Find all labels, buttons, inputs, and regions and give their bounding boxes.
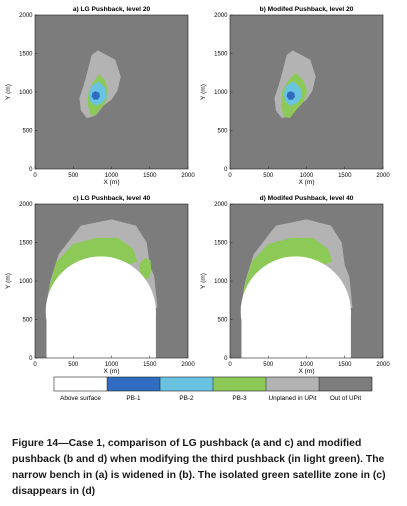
above-surface-circle <box>45 256 156 358</box>
x-tick-label: 1000 <box>105 362 119 368</box>
x-tick-label: 0 <box>33 362 37 368</box>
y-tick-label: 500 <box>22 318 33 324</box>
pb1-region <box>286 91 295 100</box>
legend-label: Above surface <box>60 395 101 402</box>
panel-b: b) Modifed Pushback, level 20 0 500 1000 150… <box>200 6 390 186</box>
y-tick-label: 1500 <box>19 241 33 247</box>
x-tick-label: 500 <box>263 362 274 368</box>
y-tick-label: 1500 <box>214 52 228 58</box>
y-axis-label: Y (m) <box>200 273 207 289</box>
x-tick-label: 2000 <box>376 173 390 179</box>
x-axis-label: X (m) <box>103 368 119 375</box>
x-tick-label: 2000 <box>181 173 195 179</box>
x-tick-label: 1500 <box>338 362 352 368</box>
legend-swatch <box>54 377 107 391</box>
y-tick-label: 1500 <box>214 241 228 247</box>
legend-colorbar: Above surface PB-1 PB-2 PB-3 Unplaned in UPi… <box>53 376 373 402</box>
y-axis-label: Y (m) <box>200 84 207 100</box>
pb3-satellite-zone <box>139 257 152 280</box>
y-tick-label: 0 <box>29 167 33 173</box>
x-tick-label: 1000 <box>105 173 119 179</box>
figure-panels: a) LG Pushback, level 20 0 500 1000 1500 2000… <box>5 6 390 402</box>
y-tick-label: 1000 <box>214 90 228 96</box>
y-tick-label: 0 <box>29 356 33 362</box>
panel-c: c) LG Pushback, level 40 0 500 1000 1500 2000… <box>5 195 195 375</box>
x-tick-label: 500 <box>263 173 274 179</box>
legend-swatch <box>213 377 266 391</box>
y-tick-label: 1500 <box>19 52 33 58</box>
x-tick-label: 0 <box>228 173 232 179</box>
x-axis-label: X (m) <box>298 179 314 186</box>
panel-d: d) Modifed Pushback, level 40 0 500 1000 150… <box>200 195 390 375</box>
x-tick-label: 0 <box>33 173 37 179</box>
y-tick-label: 2000 <box>214 202 228 208</box>
y-tick-label: 1000 <box>19 90 33 96</box>
y-tick-label: 500 <box>217 129 228 135</box>
x-tick-label: 2000 <box>181 362 195 368</box>
legend-swatch <box>319 377 372 391</box>
y-axis-label: Y (m) <box>5 273 12 289</box>
legend-label: PB-1 <box>126 395 141 402</box>
panel-title: d) Modifed Pushback, level 40 <box>260 195 354 202</box>
legend-label: Unplaned in UPit <box>269 395 317 402</box>
x-tick-label: 1000 <box>300 362 314 368</box>
figure-caption: Figure 14—Case 1, comparison of LG pushb… <box>12 438 386 497</box>
legend-swatch <box>266 377 319 391</box>
legend-swatch <box>160 377 213 391</box>
y-tick-label: 2000 <box>19 13 33 19</box>
y-tick-label: 500 <box>22 129 33 135</box>
y-tick-label: 1000 <box>19 279 33 285</box>
x-tick-label: 1500 <box>143 362 157 368</box>
x-tick-label: 500 <box>68 362 79 368</box>
y-tick-label: 2000 <box>19 202 33 208</box>
legend-swatch <box>107 377 160 391</box>
x-tick-label: 2000 <box>376 362 390 368</box>
pb1-region <box>91 91 100 100</box>
x-tick-label: 1000 <box>300 173 314 179</box>
legend-label: PB-3 <box>232 395 247 402</box>
panel-title: a) LG Pushback, level 20 <box>73 6 151 13</box>
panel-title: c) LG Pushback, level 40 <box>73 195 151 202</box>
panel-a: a) LG Pushback, level 20 0 500 1000 1500 2000… <box>5 6 195 186</box>
y-tick-label: 500 <box>217 318 228 324</box>
y-tick-label: 1000 <box>214 279 228 285</box>
panel-title: b) Modifed Pushback, level 20 <box>260 6 354 13</box>
y-tick-label: 0 <box>224 356 228 362</box>
above-surface-circle <box>240 256 351 358</box>
y-axis-label: Y (m) <box>5 84 12 100</box>
x-tick-label: 500 <box>68 173 79 179</box>
x-axis-label: X (m) <box>103 179 119 186</box>
x-tick-label: 0 <box>228 362 232 368</box>
legend-label: PB-2 <box>179 395 194 402</box>
x-tick-label: 1500 <box>338 173 352 179</box>
x-axis-label: X (m) <box>298 368 314 375</box>
y-tick-label: 2000 <box>214 13 228 19</box>
legend-label: Out of UPit <box>330 395 361 402</box>
y-tick-label: 0 <box>224 167 228 173</box>
x-tick-label: 1500 <box>143 173 157 179</box>
